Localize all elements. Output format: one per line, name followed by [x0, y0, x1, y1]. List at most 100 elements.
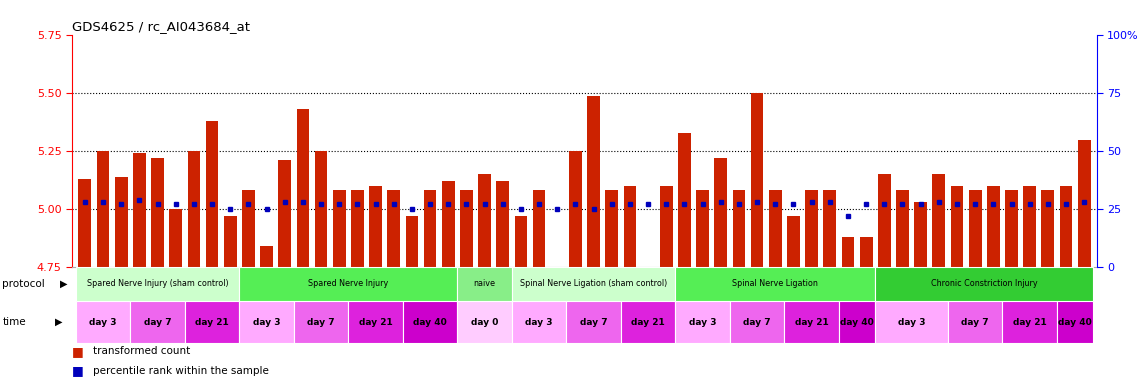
Text: day 3: day 3	[526, 318, 553, 327]
Text: day 7: day 7	[962, 318, 989, 327]
Bar	[729, 301, 784, 343]
Text: day 40: day 40	[413, 318, 447, 327]
Bar	[860, 237, 872, 267]
Text: day 3: day 3	[253, 318, 281, 327]
Bar	[769, 190, 782, 267]
Bar	[403, 301, 457, 343]
Bar	[457, 267, 512, 301]
Bar	[1077, 139, 1090, 267]
Text: day 7: day 7	[144, 318, 172, 327]
Text: day 7: day 7	[579, 318, 607, 327]
Bar	[224, 216, 237, 267]
Bar	[294, 301, 348, 343]
Bar	[787, 216, 800, 267]
Text: day 7: day 7	[743, 318, 771, 327]
Bar	[239, 267, 457, 301]
Text: Spinal Nerve Ligation (sham control): Spinal Nerve Ligation (sham control)	[520, 279, 668, 288]
Bar	[567, 301, 621, 343]
Bar	[369, 186, 382, 267]
Bar	[131, 301, 184, 343]
Bar	[551, 267, 563, 297]
Text: day 3: day 3	[898, 318, 925, 327]
Bar	[805, 190, 818, 267]
Text: day 0: day 0	[471, 318, 498, 327]
Bar	[950, 186, 963, 267]
Bar	[260, 246, 273, 267]
Bar	[79, 179, 92, 267]
Bar	[875, 301, 948, 343]
Bar	[348, 301, 403, 343]
Bar	[206, 121, 219, 267]
Bar	[678, 132, 690, 267]
Text: ▶: ▶	[60, 279, 68, 289]
Bar	[442, 181, 455, 267]
Bar	[512, 301, 567, 343]
Bar	[76, 267, 239, 301]
Bar	[696, 190, 709, 267]
Bar	[315, 151, 327, 267]
Bar	[569, 151, 582, 267]
Text: GDS4625 / rc_AI043684_at: GDS4625 / rc_AI043684_at	[72, 20, 250, 33]
Bar	[932, 174, 945, 267]
Bar	[1002, 301, 1057, 343]
Text: Spared Nerve Injury (sham control): Spared Nerve Injury (sham control)	[87, 279, 228, 288]
Bar	[751, 93, 764, 267]
Bar	[842, 237, 854, 267]
Bar	[169, 209, 182, 267]
Bar	[333, 190, 346, 267]
Bar	[784, 301, 839, 343]
Bar	[1024, 186, 1036, 267]
Bar	[1005, 190, 1018, 267]
Text: Spared Nerve Injury: Spared Nerve Injury	[308, 279, 388, 288]
Bar	[114, 177, 127, 267]
Text: percentile rank within the sample: percentile rank within the sample	[93, 366, 269, 376]
Bar	[188, 151, 200, 267]
Bar	[239, 301, 294, 343]
Bar	[514, 216, 528, 267]
Bar	[479, 174, 491, 267]
Bar	[714, 158, 727, 267]
Bar	[457, 301, 512, 343]
Text: day 40: day 40	[1058, 318, 1092, 327]
Bar	[587, 96, 600, 267]
Text: protocol: protocol	[2, 279, 45, 289]
Text: day 21: day 21	[195, 318, 229, 327]
Text: Chronic Constriction Injury: Chronic Constriction Injury	[931, 279, 1037, 288]
Bar	[839, 301, 875, 343]
Text: transformed count: transformed count	[93, 346, 190, 356]
Bar	[624, 186, 637, 267]
Bar	[987, 186, 1000, 267]
Text: day 21: day 21	[358, 318, 393, 327]
Bar	[460, 190, 473, 267]
Bar	[1042, 190, 1055, 267]
Bar	[641, 267, 655, 297]
Bar	[823, 190, 836, 267]
Bar	[352, 190, 364, 267]
Bar	[387, 190, 400, 267]
Text: day 7: day 7	[307, 318, 334, 327]
Bar	[242, 190, 254, 267]
Bar	[1057, 301, 1093, 343]
Bar	[875, 267, 1093, 301]
Text: day 3: day 3	[89, 318, 117, 327]
Text: naive: naive	[474, 279, 496, 288]
Text: day 21: day 21	[795, 318, 829, 327]
Bar	[676, 267, 875, 301]
Bar	[897, 190, 909, 267]
Text: time: time	[2, 317, 26, 327]
Bar	[733, 190, 745, 267]
Bar	[497, 181, 510, 267]
Bar	[532, 190, 545, 267]
Bar	[915, 202, 927, 267]
Bar	[676, 301, 729, 343]
Text: ■: ■	[72, 364, 84, 377]
Bar	[297, 109, 309, 267]
Bar	[621, 301, 676, 343]
Text: ▶: ▶	[55, 317, 63, 327]
Bar	[948, 301, 1002, 343]
Bar	[512, 267, 676, 301]
Text: day 40: day 40	[840, 318, 874, 327]
Text: day 21: day 21	[1013, 318, 1047, 327]
Bar	[151, 158, 164, 267]
Bar	[96, 151, 110, 267]
